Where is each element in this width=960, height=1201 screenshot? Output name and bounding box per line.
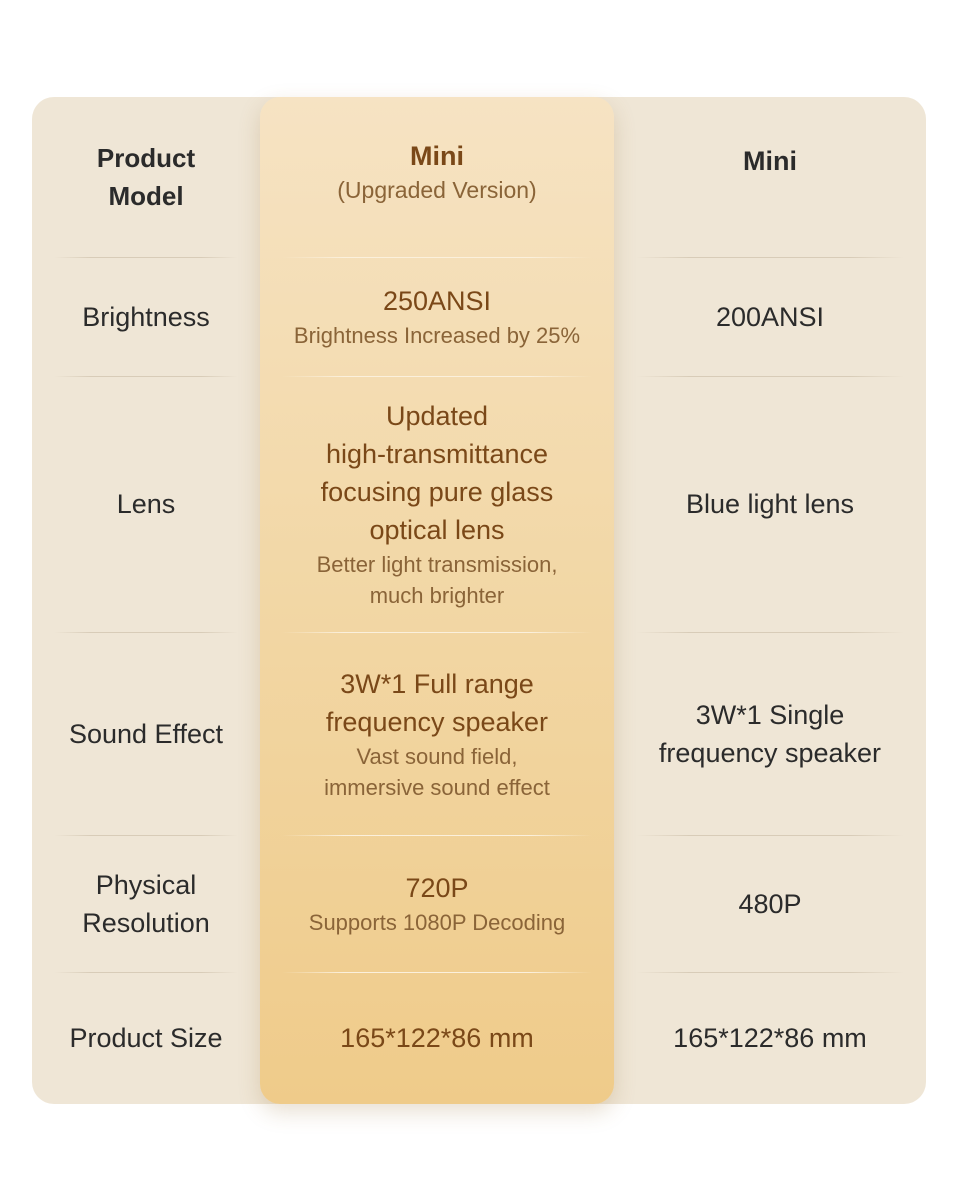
- standard-value-line: 480P: [738, 888, 802, 919]
- standard-value: 200ANSI: [614, 257, 926, 376]
- header-label: Product Model: [32, 97, 260, 257]
- row-label-line: Physical: [95, 869, 197, 900]
- row-label-line: Resolution: [82, 907, 210, 938]
- upgraded-note-line: immersive sound effect: [324, 774, 550, 800]
- standard-title: Mini: [743, 146, 797, 176]
- standard-value: 480P: [614, 835, 926, 972]
- row-label-line: Product Size: [69, 1023, 223, 1053]
- upgraded-main-line: focusing pure glass: [320, 477, 554, 507]
- upgraded-main-line: high-transmittance: [325, 439, 549, 469]
- row-label: Lens: [32, 376, 260, 632]
- header-label-line: Model: [108, 181, 184, 211]
- upgraded-note-line: Brightness Increased by 25%: [293, 323, 581, 348]
- standard-value: 3W*1 Single frequency speaker: [614, 632, 926, 835]
- upgraded-subtitle: (Upgraded Version): [337, 176, 537, 203]
- upgraded-column-highlight: [260, 97, 614, 1104]
- row-label-line: Brightness: [82, 301, 210, 332]
- upgraded-value: 3W*1 Full range frequency speaker Vast sou…: [260, 632, 614, 835]
- row-label: Sound Effect: [32, 632, 260, 835]
- upgraded-value: 250ANSI Brightness Increased by 25%: [260, 257, 614, 376]
- row-label: Physical Resolution: [32, 835, 260, 972]
- upgraded-main-line: optical lens: [369, 515, 505, 545]
- upgraded-note-line: Supports 1080P Decoding: [308, 910, 566, 935]
- upgraded-title: Mini: [410, 140, 464, 171]
- standard-value-line: 165*122*86 mm: [673, 1023, 867, 1053]
- row-label-line: Lens: [116, 489, 176, 519]
- header-upgraded: Mini (Upgraded Version): [260, 97, 614, 257]
- upgraded-main-line: 165*122*86 mm: [340, 1023, 534, 1053]
- upgraded-value: Updated high-transmittance focusing pure g…: [260, 376, 614, 632]
- upgraded-main-line: frequency speaker: [325, 706, 549, 737]
- row-label: Product Size: [32, 972, 260, 1104]
- upgraded-value: 165*122*86 mm: [260, 972, 614, 1104]
- header-label-line: Product: [96, 143, 196, 173]
- row-label: Brightness: [32, 257, 260, 376]
- row-label-line: Sound Effect: [68, 718, 224, 749]
- upgraded-note-line: much brighter: [369, 583, 505, 608]
- upgraded-note-line: Vast sound field,: [356, 743, 518, 769]
- upgraded-main-line: 720P: [405, 873, 469, 903]
- upgraded-main-line: 250ANSI: [382, 286, 492, 316]
- upgraded-value: 720P Supports 1080P Decoding: [260, 835, 614, 972]
- standard-value-line: frequency speaker: [658, 737, 882, 768]
- standard-value-line: Blue light lens: [685, 489, 855, 519]
- header-standard: Mini: [614, 97, 926, 257]
- upgraded-note-line: Better light transmission,: [316, 552, 558, 577]
- standard-value: Blue light lens: [614, 376, 926, 632]
- standard-value: 165*122*86 mm: [614, 972, 926, 1104]
- comparison-table: Product Model Mini (Upgraded Version) Mi…: [32, 97, 926, 1104]
- standard-value-line: 200ANSI: [715, 301, 825, 332]
- upgraded-main-line: Updated: [385, 401, 489, 431]
- standard-value-line: 3W*1 Single: [695, 699, 845, 730]
- upgraded-main-line: 3W*1 Full range: [340, 668, 534, 699]
